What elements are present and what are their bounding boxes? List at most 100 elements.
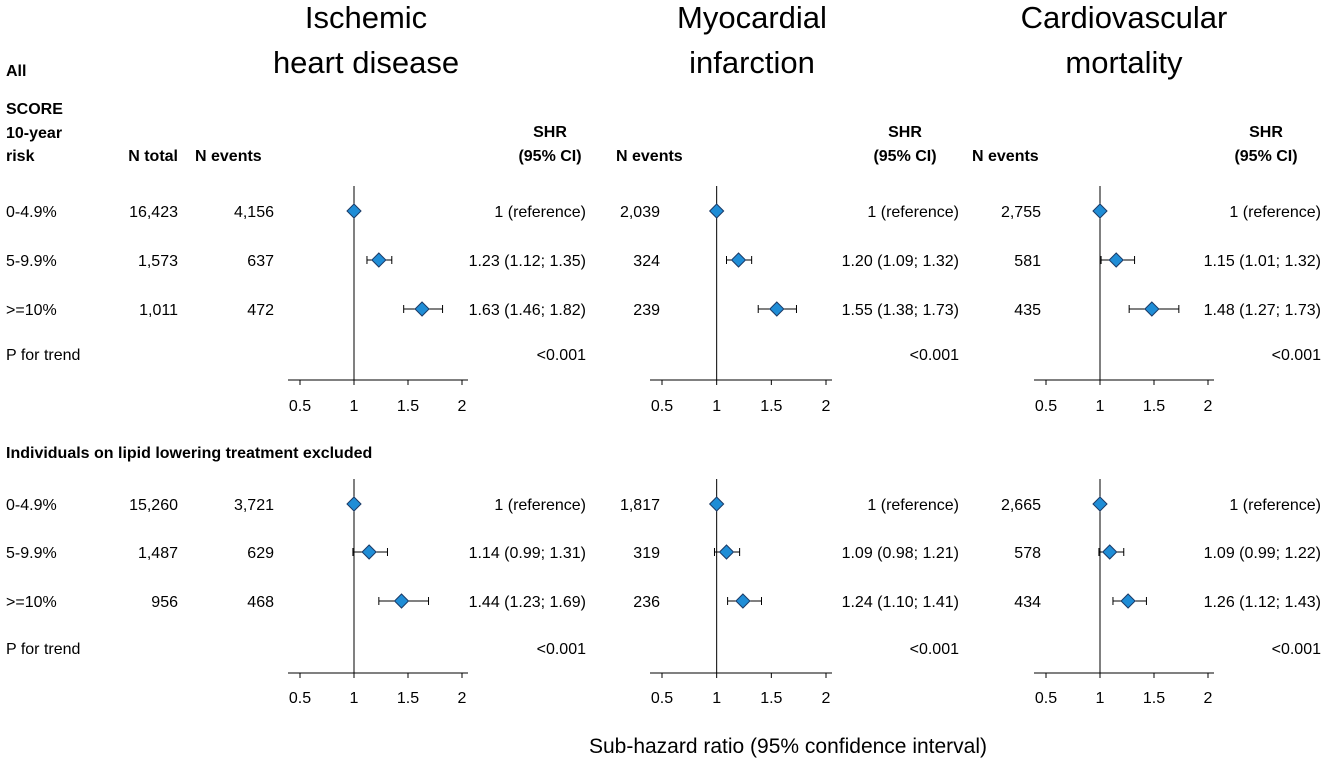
- p-trend-value: <0.001: [910, 641, 959, 658]
- n-events-value: 236: [633, 594, 660, 611]
- category-label: 5-9.9%: [6, 253, 57, 270]
- shr-point-marker: [1092, 203, 1108, 219]
- n-total-value: 1,573: [138, 253, 178, 270]
- shr-header-ihd-line1: SHR: [533, 124, 567, 141]
- shr-point-marker: [414, 301, 430, 317]
- shr-header-cvm-line1: SHR: [1249, 124, 1283, 141]
- shr-header-mi-line1: SHR: [888, 124, 922, 141]
- x-tick-label: 1: [350, 690, 359, 707]
- n-events-header-ihd: N events: [195, 148, 262, 165]
- n-events-value: 1,817: [620, 497, 660, 514]
- x-tick-label: 0.5: [289, 398, 311, 415]
- shr-ci-value: 1.09 (0.99; 1.22): [1204, 545, 1321, 562]
- p-trend-label: P for trend: [6, 347, 80, 364]
- n-total-value: 16,423: [129, 204, 178, 221]
- shr-header-ihd-line2: (95% CI): [518, 148, 581, 165]
- n-events-header-cvm: N events: [972, 148, 1039, 165]
- x-tick-label: 1.5: [397, 690, 419, 707]
- n-events-value: 324: [633, 253, 660, 270]
- shr-header-mi-line2: (95% CI): [873, 148, 936, 165]
- shr-ci-value: 1.15 (1.01; 1.32): [1204, 253, 1321, 270]
- shr-ci-value: 1.23 (1.12; 1.35): [469, 253, 586, 270]
- x-tick-label: 0.5: [651, 690, 673, 707]
- shr-point-marker: [708, 496, 725, 512]
- category-label: 5-9.9%: [6, 545, 57, 562]
- shr-point-marker: [1102, 544, 1118, 560]
- shr-ci-value: 1 (reference): [867, 497, 959, 514]
- n-total-value: 1,487: [138, 545, 178, 562]
- category-label: >=10%: [6, 302, 57, 319]
- x-tick-label: 1.5: [1143, 398, 1165, 415]
- n-events-value: 578: [1014, 545, 1041, 562]
- all-section-label: All: [6, 63, 26, 80]
- x-tick-label: 1: [712, 690, 721, 707]
- n-events-value: 629: [247, 545, 274, 562]
- shr-ci-value: 1.14 (0.99; 1.31): [469, 545, 586, 562]
- panel-title-mi-line1: Myocardial: [677, 0, 827, 35]
- panel-title-mi-line2: infarction: [689, 45, 815, 80]
- p-trend-value: <0.001: [910, 347, 959, 364]
- panel-title-ihd-line2: heart disease: [273, 45, 459, 80]
- n-total-header: N total: [128, 148, 178, 165]
- shr-ci-value: 1.55 (1.38; 1.73): [842, 302, 959, 319]
- shr-ci-value: 1 (reference): [494, 497, 586, 514]
- x-tick-label: 0.5: [1035, 690, 1057, 707]
- x-tick-label: 1.5: [1143, 690, 1165, 707]
- x-tick-label: 1: [350, 398, 359, 415]
- x-tick-label: 0.5: [1035, 398, 1057, 415]
- p-trend-value: <0.001: [537, 347, 586, 364]
- x-tick-label: 2: [822, 690, 831, 707]
- shr-header-cvm-line2: (95% CI): [1234, 148, 1297, 165]
- x-tick-label: 2: [458, 690, 467, 707]
- n-events-value: 435: [1014, 302, 1041, 319]
- x-tick-label: 2: [1204, 398, 1213, 415]
- shr-ci-value: 1.20 (1.09; 1.32): [842, 253, 959, 270]
- category-label: >=10%: [6, 594, 57, 611]
- panel-title-cvm-line2: mortality: [1065, 45, 1183, 80]
- shr-point-marker: [371, 252, 387, 268]
- n-events-value: 2,039: [620, 204, 660, 221]
- shr-point-marker: [730, 252, 747, 268]
- shr-ci-value: 1.24 (1.10; 1.41): [842, 594, 959, 611]
- p-trend-label: P for trend: [6, 641, 80, 658]
- p-trend-value: <0.001: [537, 641, 586, 658]
- n-events-value: 468: [247, 594, 274, 611]
- category-label: 0-4.9%: [6, 497, 57, 514]
- shr-point-marker: [735, 593, 751, 609]
- n-events-value: 2,755: [1001, 204, 1041, 221]
- n-events-value: 581: [1014, 253, 1041, 270]
- category-label: 0-4.9%: [6, 204, 57, 221]
- n-total-value: 1,011: [139, 302, 178, 319]
- shr-point-marker: [708, 203, 725, 219]
- n-events-header-mi: N events: [616, 148, 683, 165]
- shr-ci-value: 1.44 (1.23; 1.69): [469, 594, 586, 611]
- p-trend-value: <0.001: [1272, 347, 1321, 364]
- x-tick-label: 2: [458, 398, 467, 415]
- shr-point-marker: [1144, 301, 1160, 317]
- x-tick-label: 1: [1096, 690, 1105, 707]
- shr-ci-value: 1.26 (1.12; 1.43): [1204, 594, 1321, 611]
- n-events-value: 239: [633, 302, 660, 319]
- score-label-line2: 10-year: [6, 125, 62, 142]
- shr-point-marker: [393, 593, 410, 609]
- x-tick-label: 0.5: [651, 398, 673, 415]
- shr-point-marker: [769, 301, 785, 317]
- shr-ci-value: 1 (reference): [1229, 497, 1321, 514]
- panel-title-ihd-line1: Ischemic: [305, 0, 427, 35]
- n-total-value: 15,260: [129, 497, 178, 514]
- shr-ci-value: 1 (reference): [494, 204, 586, 221]
- n-events-value: 319: [633, 545, 660, 562]
- n-events-value: 2,665: [1001, 497, 1041, 514]
- x-tick-label: 0.5: [289, 690, 311, 707]
- shr-point-marker: [346, 496, 362, 512]
- x-tick-label: 1.5: [760, 398, 782, 415]
- shr-point-marker: [1092, 496, 1108, 512]
- excluded-section-label: Individuals on lipid lowering treatment …: [6, 445, 372, 462]
- score-label-line1: SCORE: [6, 101, 63, 118]
- x-tick-label: 2: [822, 398, 831, 415]
- p-trend-value: <0.001: [1272, 641, 1321, 658]
- shr-ci-value: 1 (reference): [867, 204, 959, 221]
- x-tick-label: 1.5: [760, 690, 782, 707]
- n-events-value: 637: [247, 253, 274, 270]
